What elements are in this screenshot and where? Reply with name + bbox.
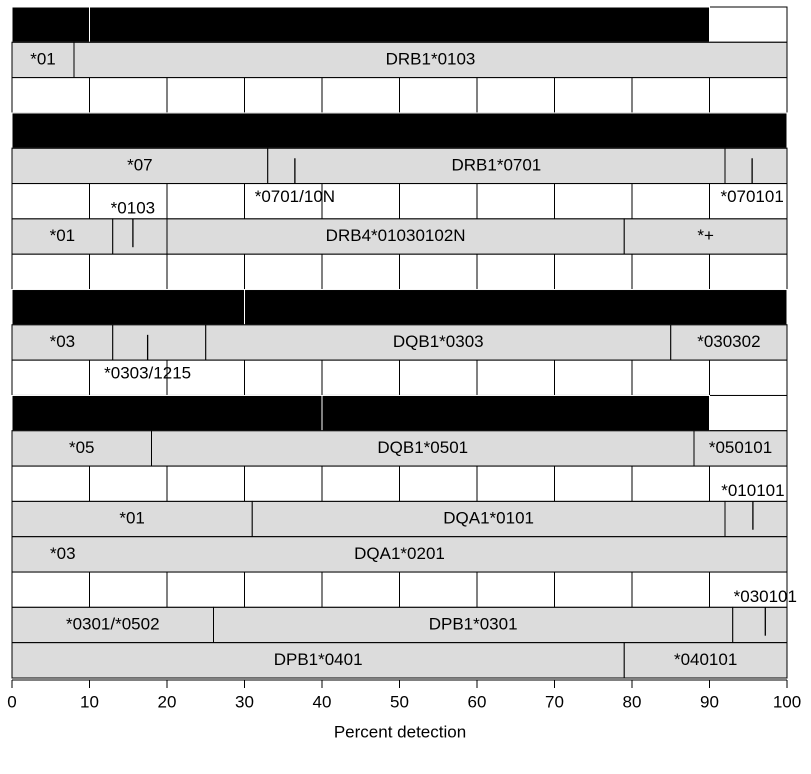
segment-label: DQA1*0201 [354,544,445,563]
bar-segment [11,6,90,43]
bar-segment [213,606,734,644]
x-tick-label: 80 [623,692,642,711]
marker-label: *0303/1215 [104,364,191,383]
bar-segment [724,147,788,185]
bar-segment [321,394,710,432]
x-tick-label: 40 [313,692,332,711]
segment-label: *01 [30,49,56,68]
bar-segment [11,606,214,644]
segment-label: DRB4*01030102N [326,226,466,245]
bar-segment [732,606,788,644]
segment-label: DQ1 [150,403,185,422]
bar-segment [724,500,788,538]
bar-segment [11,536,788,573]
bar-segment [11,642,625,679]
bar-segment [11,147,269,185]
segment-label: DQB1*0303 [393,332,484,351]
x-tick-label: 100 [773,692,801,711]
x-tick-label: 0 [7,692,16,711]
marker-label: *0103 [111,198,155,217]
bar-segment [251,500,726,538]
segment-label: *050101 [709,438,772,457]
segment-label: *040101 [674,650,737,669]
segment-label: *+ [697,226,714,245]
bar-segment [670,324,788,361]
marker-label: *030101 [734,587,797,606]
x-tick-label: 60 [468,692,487,711]
segment-label: DQA1*0101 [443,509,534,528]
x-tick-label: 20 [158,692,177,711]
segment-label: *030302 [697,332,760,351]
x-tick-label: 30 [235,692,254,711]
x-axis-label: Percent detection [334,722,466,741]
bar-segment [73,41,788,79]
segment-label: *01 [119,509,145,528]
bar-segment [11,112,788,149]
x-tick-label: 50 [390,692,409,711]
bar-segment [11,324,114,361]
segment-label: *07 [127,155,153,174]
bar-segment [244,289,788,326]
bar-segment [11,289,245,326]
bar-segment [166,218,625,255]
x-tick-label: 70 [545,692,564,711]
segment-label: DQ9 [498,297,533,316]
bar-segment [89,6,710,43]
segment-label: DR1 [34,14,68,33]
x-tick-label: 10 [80,692,99,711]
bar-segment [112,324,207,361]
marker-label: *0701/10N [255,187,335,206]
segment-label: DRB1*0103 [386,49,476,68]
marker-label: *010101 [721,481,784,500]
marker-label: *070101 [720,187,783,206]
segment-label: *0301/*0502 [66,615,160,634]
segment-label: *01 [50,226,76,245]
row-lead-label: *03 [50,544,76,563]
segment-label: DR7 [382,120,416,139]
segment-label: *03 [50,332,76,351]
bar-segment [112,218,168,255]
segment-label: DPB1*0301 [429,615,518,634]
segment-label: DQB1*0501 [377,438,468,457]
segment-label: DR103 [373,14,426,33]
segment-label: DQ5 [498,403,533,422]
bar-segment [693,430,788,467]
bar-segment [11,394,323,432]
segment-label: DPB1*0401 [274,650,363,669]
x-tick-label: 90 [700,692,719,711]
segment-label: DQ3 [111,297,146,316]
segment-label: DRB1*0701 [451,155,541,174]
bar-segment [623,642,788,679]
segment-label: *05 [69,438,95,457]
